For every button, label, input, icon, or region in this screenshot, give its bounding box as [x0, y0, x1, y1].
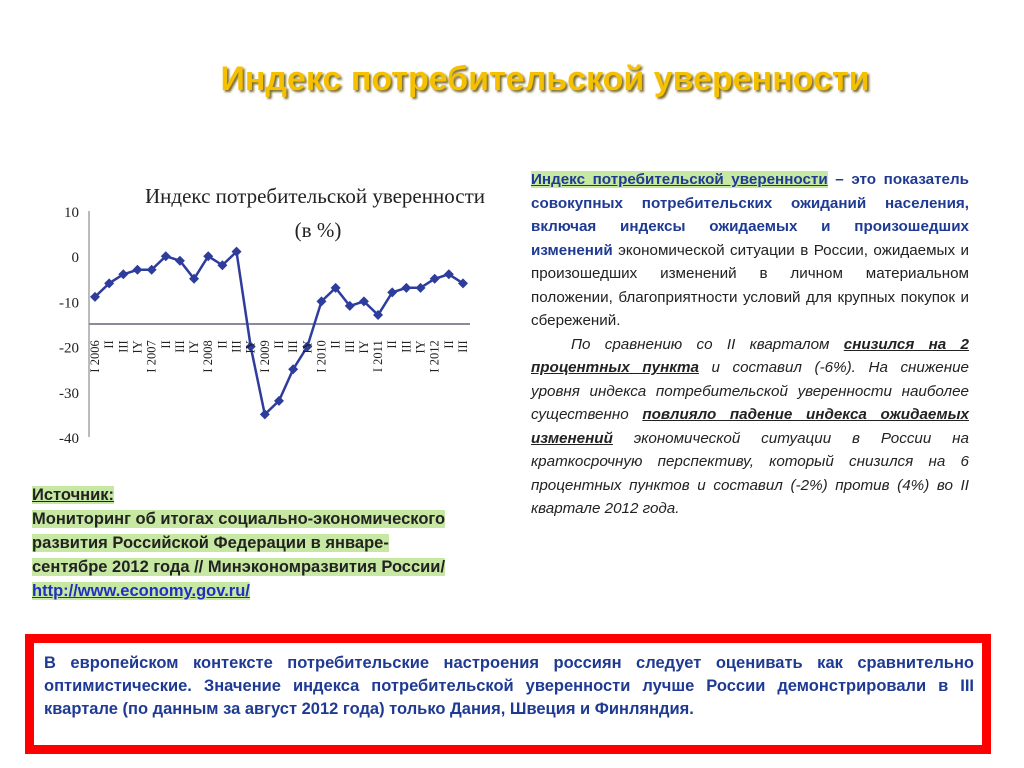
definition-term: Индекс потребительской уверенности [531, 171, 828, 188]
data-point [274, 395, 284, 406]
x-tick-label: I 2006 [88, 340, 102, 372]
x-tick-label: III [173, 340, 187, 353]
para2-text-3: экономической ситуации в России на кратк… [531, 429, 969, 518]
data-point [259, 409, 270, 420]
chart-title: Индекс потребительской уверенности [145, 184, 485, 208]
data-point [90, 291, 100, 302]
x-tick-label: I 2010 [315, 340, 329, 372]
data-point [288, 364, 299, 375]
data-point [203, 251, 214, 262]
data-point [358, 296, 369, 307]
x-tick-label: IY [414, 340, 428, 353]
consumer-confidence-chart: Индекс потребительской уверенности (в %)… [59, 184, 485, 447]
chart: Индекс потребительской уверенности (в %)… [40, 175, 490, 447]
x-tick-label: III [343, 340, 357, 353]
x-tick-label: IY [300, 340, 314, 353]
x-tick-label: I 2009 [258, 340, 272, 372]
data-point [174, 255, 185, 266]
x-tick-label: IY [187, 340, 201, 353]
data-point [189, 273, 200, 284]
definition-bold-text: это показатель совокупных потребительски… [531, 171, 969, 259]
data-point [443, 269, 454, 280]
european-context-box: В европейском контексте потребительские … [25, 634, 991, 754]
x-tick-label: III [456, 340, 470, 353]
source-text: Мониторинг об итогах социально-экономиче… [32, 510, 446, 576]
definition-paragraph: Индекс потребительской уверенности – это… [531, 168, 969, 333]
y-tick-label: 10 [64, 205, 79, 221]
x-tick-label: II [329, 340, 343, 348]
data-point [302, 341, 313, 352]
slide-title: Индекс потребительской уверенности [220, 60, 870, 98]
x-tick-label: IY [244, 340, 258, 353]
data-point [118, 269, 129, 280]
data-point [415, 282, 426, 293]
series-line [94, 249, 464, 417]
data-point [429, 273, 440, 284]
para2-bold-2: повлияло падение индекса ожидаемых измен… [531, 406, 969, 447]
data-point [231, 246, 242, 257]
data-point [160, 251, 171, 262]
x-tick-label: I 2008 [201, 340, 215, 372]
data-point [344, 300, 355, 311]
chart-subtitle: (в %) [295, 218, 342, 242]
data-point [401, 282, 412, 293]
data-point [458, 278, 468, 289]
x-tick-label: III [230, 340, 244, 353]
x-tick-label: II [385, 340, 399, 348]
x-tick-label: II [215, 340, 229, 348]
x-tick-label: II [272, 340, 286, 348]
data-point [146, 264, 157, 275]
description-block: Индекс потребительской уверенности – это… [531, 168, 969, 521]
y-tick-label: -20 [59, 341, 79, 357]
x-tick-label: II [102, 340, 116, 348]
x-tick-label: IY [131, 340, 145, 353]
data-point [217, 260, 228, 271]
data-point [316, 296, 327, 307]
x-tick-label: II [442, 340, 456, 348]
x-tick-label: IY [357, 340, 371, 353]
data-point [387, 287, 398, 298]
x-tick-label: I 2007 [145, 340, 159, 372]
x-tick-label: III [399, 340, 413, 353]
y-tick-label: 0 [72, 250, 80, 266]
para2-bold-1: снизился на 2 процентных пункта [531, 335, 969, 377]
y-tick-label: -10 [59, 295, 79, 311]
data-point [245, 341, 256, 352]
data-point [373, 309, 384, 320]
source-block: Источник: Мониторинг об итогах социально… [32, 483, 462, 603]
x-tick-label: I 2012 [428, 340, 442, 372]
x-tick-label: II [159, 340, 173, 348]
y-tick-label: -30 [59, 386, 79, 402]
para2-text-1: По сравнению со II кварталом [571, 335, 844, 353]
y-tick-label: -40 [59, 431, 79, 447]
para2-text-2: и составил (-6%). На снижение уровня инд… [531, 359, 969, 423]
source-link[interactable]: http://www.economy.gov.ru/ [32, 582, 250, 600]
x-tick-label: III [116, 340, 130, 353]
source-heading: Источник: [32, 486, 115, 504]
x-tick-label: I 2011 [371, 340, 385, 372]
european-context-text: В европейском контексте потребительские … [44, 654, 974, 718]
data-point [104, 278, 115, 289]
x-tick-label: III [286, 340, 300, 353]
data-point [330, 282, 341, 293]
definition-plain-text: экономической ситуации в России, ожидаем… [531, 241, 969, 330]
data-point [132, 264, 143, 275]
change-paragraph: По сравнению со II кварталом снизился на… [531, 333, 969, 521]
definition-dash: – [827, 171, 852, 188]
